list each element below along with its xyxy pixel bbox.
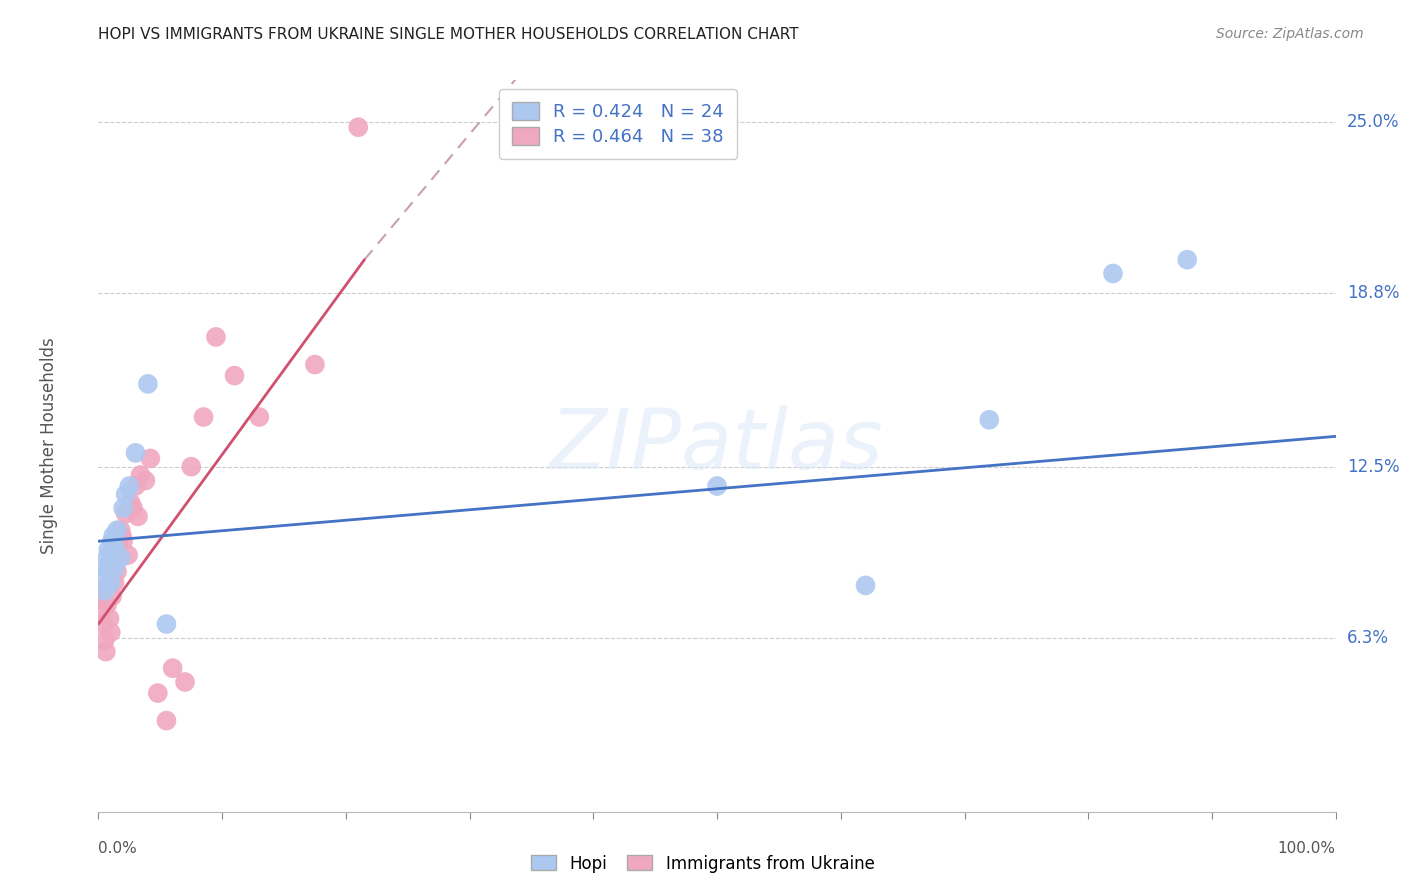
Point	[193, 410, 215, 425]
Point	[104, 542, 127, 557]
Point	[304, 358, 326, 372]
Point	[100, 575, 122, 590]
Point	[91, 606, 114, 620]
Point	[224, 368, 246, 383]
Point	[139, 451, 162, 466]
Point	[97, 542, 120, 557]
Text: 12.5%: 12.5%	[1347, 458, 1399, 475]
Point	[174, 675, 197, 690]
Point	[101, 534, 124, 549]
Point	[103, 529, 125, 543]
Point	[127, 509, 149, 524]
Point	[91, 570, 114, 584]
Point	[347, 120, 370, 135]
Point	[98, 611, 121, 625]
Text: 18.8%: 18.8%	[1347, 284, 1399, 301]
Point	[124, 479, 146, 493]
Point	[146, 686, 169, 700]
Point	[120, 495, 142, 509]
Point	[111, 529, 134, 543]
Point	[110, 523, 132, 537]
Point	[155, 617, 177, 632]
Text: Source: ZipAtlas.com: Source: ZipAtlas.com	[1216, 27, 1364, 41]
Point	[114, 487, 136, 501]
Point	[98, 557, 121, 571]
Legend: R = 0.424   N = 24, R = 0.464   N = 38: R = 0.424 N = 24, R = 0.464 N = 38	[499, 89, 737, 159]
Text: 25.0%: 25.0%	[1347, 112, 1399, 131]
Point	[205, 330, 228, 344]
Text: 6.3%: 6.3%	[1347, 629, 1389, 647]
Point	[93, 617, 115, 632]
Point	[155, 714, 177, 728]
Point	[100, 625, 122, 640]
Point	[247, 410, 270, 425]
Point	[104, 548, 127, 562]
Point	[979, 413, 1001, 427]
Point	[97, 578, 120, 592]
Point	[101, 590, 124, 604]
Point	[122, 501, 145, 516]
Point	[90, 590, 112, 604]
Point	[93, 633, 115, 648]
Point	[94, 645, 117, 659]
Point	[1175, 252, 1198, 267]
Point	[855, 578, 877, 592]
Point	[162, 661, 184, 675]
Legend: Hopi, Immigrants from Ukraine: Hopi, Immigrants from Ukraine	[524, 848, 882, 880]
Point	[103, 562, 125, 576]
Text: 0.0%: 0.0%	[98, 841, 138, 856]
Point	[105, 523, 128, 537]
Point	[105, 565, 128, 579]
Point	[96, 550, 118, 565]
Point	[112, 534, 135, 549]
Point	[1102, 267, 1125, 281]
Point	[94, 562, 117, 576]
Point	[180, 459, 202, 474]
Point	[96, 598, 118, 612]
Point	[103, 575, 125, 590]
Point	[114, 507, 136, 521]
Point	[107, 537, 129, 551]
Point	[93, 583, 115, 598]
Text: ZIPatlas: ZIPatlas	[550, 406, 884, 486]
Point	[118, 479, 141, 493]
Point	[706, 479, 728, 493]
Point	[117, 548, 139, 562]
Point	[129, 467, 152, 482]
Point	[136, 376, 159, 391]
Point	[103, 562, 125, 576]
Point	[112, 501, 135, 516]
Point	[134, 474, 156, 488]
Point	[110, 550, 132, 565]
Text: 100.0%: 100.0%	[1278, 841, 1336, 856]
Text: Single Mother Households: Single Mother Households	[39, 338, 58, 554]
Point	[124, 446, 146, 460]
Text: HOPI VS IMMIGRANTS FROM UKRAINE SINGLE MOTHER HOUSEHOLDS CORRELATION CHART: HOPI VS IMMIGRANTS FROM UKRAINE SINGLE M…	[98, 27, 799, 42]
